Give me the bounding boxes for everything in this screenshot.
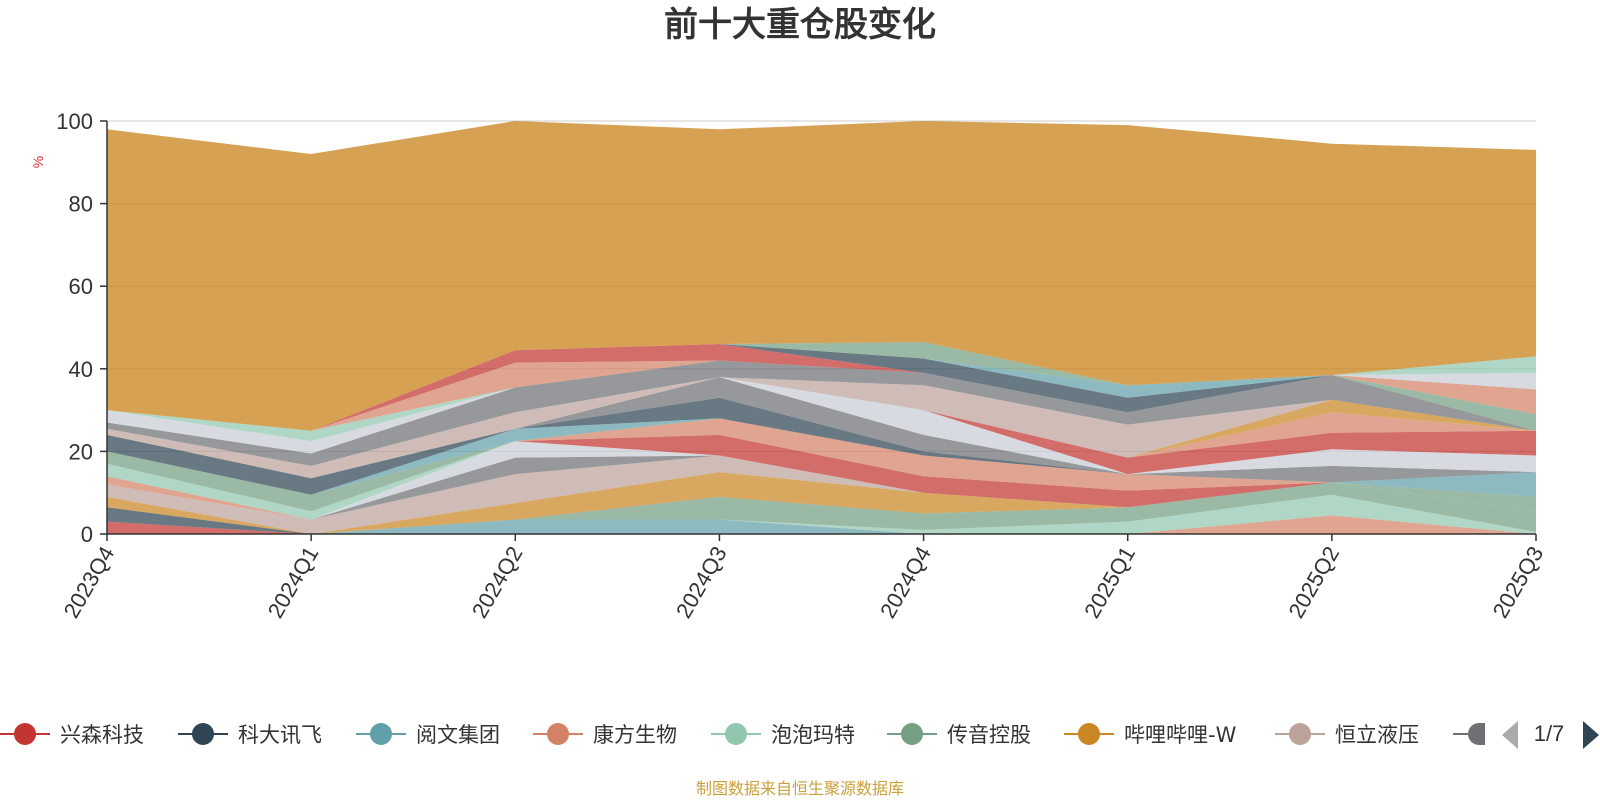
area-series-18 bbox=[107, 377, 1536, 483]
legend-marker-5 bbox=[901, 723, 923, 745]
legend-label-7: 恒立液压 bbox=[1335, 723, 1419, 747]
y-tick-label-0: 0 bbox=[81, 522, 93, 547]
legend-item-3[interactable]: 康方生物 bbox=[533, 723, 677, 747]
x-tick-label-1: 2024Q1 bbox=[263, 542, 324, 622]
legend-item-8[interactable] bbox=[1453, 723, 1485, 745]
y-axis-unit: % bbox=[30, 156, 46, 168]
area-series-19 bbox=[107, 377, 1536, 479]
legend-marker-6 bbox=[1078, 723, 1100, 745]
area-series-6 bbox=[107, 472, 1536, 534]
x-tick-label-0: 2023Q4 bbox=[59, 542, 120, 622]
legend-label-5: 传音控股 bbox=[947, 723, 1031, 747]
legend-marker-2 bbox=[370, 723, 392, 745]
data-source-note: 制图数据来自恒生聚源数据库 bbox=[696, 779, 904, 798]
legend-item-2[interactable]: 阅文集团 bbox=[356, 723, 500, 747]
x-tick-label-7: 2025Q3 bbox=[1488, 542, 1549, 622]
x-tick-label-6: 2025Q2 bbox=[1283, 542, 1344, 622]
y-tick-label-3: 60 bbox=[69, 274, 93, 299]
legend-marker-0 bbox=[14, 723, 36, 745]
legend-item-4[interactable]: 泡泡玛特 bbox=[711, 723, 855, 747]
x-tick-label-2: 2024Q2 bbox=[467, 542, 528, 622]
area-series-30 bbox=[107, 344, 1536, 431]
area-series-group bbox=[107, 121, 1536, 534]
area-series-3 bbox=[107, 507, 1536, 534]
legend-label-6: 哔哩哔哩-W bbox=[1124, 723, 1237, 747]
legend: 兴森科技 科大讯飞 阅文集团 康方生物 泡泡玛特 传音控股 哔哩哔哩-W 恒立液压 bbox=[0, 721, 1599, 749]
area-series-20 bbox=[107, 377, 1536, 479]
legend-label-4: 泡泡玛特 bbox=[771, 723, 855, 747]
legend-marker-8 bbox=[1468, 723, 1485, 745]
legend-marker-3 bbox=[547, 723, 569, 745]
area-series-5 bbox=[107, 482, 1536, 534]
y-tick-label-4: 80 bbox=[69, 192, 93, 217]
legend-label-3: 康方生物 bbox=[593, 723, 677, 747]
y-tick-label-1: 20 bbox=[69, 439, 93, 464]
area-series-27 bbox=[107, 360, 1536, 454]
chart-title: 前十大重仓股变化 bbox=[664, 5, 936, 45]
area-series-4 bbox=[107, 494, 1536, 534]
area-series-22 bbox=[107, 377, 1536, 479]
area-series-34 bbox=[107, 121, 1536, 431]
legend-marker-4 bbox=[725, 723, 747, 745]
legend-prev-page-icon[interactable] bbox=[1502, 721, 1518, 749]
area-series-0 bbox=[107, 521, 1536, 534]
legend-label-2: 阅文集团 bbox=[416, 723, 500, 747]
legend-item-0[interactable]: 兴森科技 bbox=[0, 723, 144, 747]
legend-label-0: 兴森科技 bbox=[60, 723, 144, 747]
area-series-9 bbox=[107, 441, 1536, 520]
legend-item-7[interactable]: 恒立液压 bbox=[1275, 723, 1419, 747]
legend-item-5[interactable]: 传音控股 bbox=[887, 723, 1031, 747]
x-tick-label-5: 2025Q1 bbox=[1079, 542, 1140, 622]
area-series-31 bbox=[107, 344, 1536, 431]
legend-next-page-icon[interactable] bbox=[1583, 721, 1599, 749]
x-tick-label-4: 2024Q4 bbox=[875, 542, 936, 622]
legend-page-indicator: 1/7 bbox=[1534, 721, 1565, 746]
area-series-12 bbox=[107, 418, 1536, 520]
legend-marker-7 bbox=[1289, 723, 1311, 745]
area-series-2 bbox=[107, 507, 1536, 534]
y-tick-label-5: 100 bbox=[56, 109, 93, 134]
x-tick-label-3: 2024Q3 bbox=[671, 542, 732, 622]
legend-marker-1 bbox=[192, 723, 214, 745]
legend-item-1[interactable]: 科大讯飞 bbox=[178, 723, 322, 747]
legend-label-1: 科大讯飞 bbox=[238, 723, 322, 747]
area-series-11 bbox=[107, 434, 1536, 520]
legend-item-6[interactable]: 哔哩哔哩-W bbox=[1064, 723, 1237, 747]
y-tick-label-2: 40 bbox=[69, 357, 93, 382]
